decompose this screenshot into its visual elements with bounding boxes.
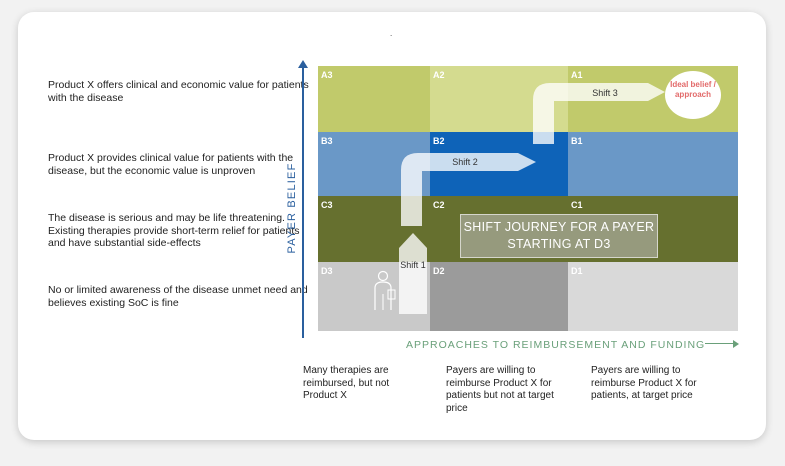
shift-1-label: Shift 1: [400, 260, 426, 270]
shift-1-arrow: [399, 233, 427, 314]
grid-cell-label: A1: [571, 70, 583, 80]
journey-callout: SHIFT JOURNEY FOR A PAYER STARTING AT D3: [460, 214, 658, 258]
approach-1: Payers are willing to reimburse Product …: [591, 365, 697, 401]
grid-cell-label: B3: [321, 136, 333, 146]
grid-cell-label: A2: [433, 70, 445, 80]
belief-b: Product X provides clinical value for pa…: [48, 152, 294, 177]
x-axis-line: [705, 343, 735, 344]
belief-c: The disease is serious and may be life t…: [48, 212, 300, 249]
belief-a: Product X offers clinical and economic v…: [48, 79, 309, 104]
x-axis-label: APPROACHES TO REIMBURSEMENT AND FUNDING: [406, 339, 706, 351]
grid-cell-label: A3: [321, 70, 333, 80]
shift-3-label: Shift 3: [592, 88, 618, 98]
shift-3-arrow: [533, 83, 665, 144]
person-icon: [374, 270, 396, 310]
y-axis-label: PAYER BELIEF: [286, 162, 298, 254]
shift-2-arrow: [401, 153, 536, 226]
grid-cell-a3: A3: [318, 66, 430, 132]
grid-cell-label: C2: [433, 200, 445, 210]
belief-d: No or limited awareness of the disease u…: [48, 284, 308, 309]
grid-cell-label: B1: [571, 136, 583, 146]
grid-cell-label: B2: [433, 136, 445, 146]
grid-cell-label: D2: [433, 266, 445, 276]
grid-cell-label: C3: [321, 200, 333, 210]
y-axis-line: [302, 66, 304, 338]
grid-cell-label: D3: [321, 266, 333, 276]
grid-cell-label: D1: [571, 266, 583, 276]
grid-cell-label: C1: [571, 200, 583, 210]
tick-mark: .: [390, 29, 393, 38]
grid-cell-d1: D1: [568, 262, 738, 331]
ideal-circle: Ideal belief / approach: [665, 71, 721, 119]
grid-cell-d2: D2: [430, 262, 568, 331]
x-axis-arrowhead: [733, 340, 739, 348]
y-axis-arrowhead: [298, 60, 308, 68]
approach-3: Many therapies are reimbursed, but not P…: [303, 365, 390, 401]
shift-2-label: Shift 2: [452, 157, 478, 167]
grid-cell-b1: B1: [568, 132, 738, 196]
approach-2: Payers are willing to reimburse Product …: [446, 365, 554, 414]
